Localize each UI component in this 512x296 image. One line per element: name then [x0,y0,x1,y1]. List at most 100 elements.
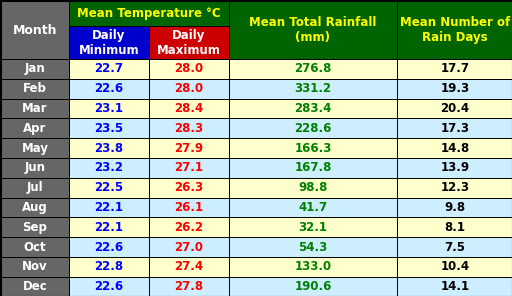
Bar [1,257,69,277]
Text: 20.4: 20.4 [440,102,470,115]
Bar [1,118,69,138]
Bar [229,59,397,79]
Bar [1,277,69,296]
Text: 19.3: 19.3 [440,82,470,95]
Bar [69,26,149,59]
Text: 27.8: 27.8 [175,280,204,293]
Text: 27.0: 27.0 [175,241,203,254]
Bar [397,217,512,237]
Text: 276.8: 276.8 [294,62,332,75]
Bar [1,59,69,79]
Text: 22.6: 22.6 [94,241,123,254]
Bar [1,138,69,158]
Bar [149,79,229,99]
Text: 23.5: 23.5 [94,122,123,135]
Bar [69,158,149,178]
Text: Nov: Nov [22,260,48,274]
Bar [69,79,149,99]
Bar [397,277,512,296]
Bar [149,217,229,237]
Text: 32.1: 32.1 [298,221,328,234]
Text: Feb: Feb [23,82,47,95]
Text: 166.3: 166.3 [294,141,332,155]
Text: 54.3: 54.3 [298,241,328,254]
Bar [229,1,397,59]
Text: Month: Month [13,23,57,36]
Bar [397,237,512,257]
Bar [69,118,149,138]
Text: 28.0: 28.0 [175,82,204,95]
Text: 98.8: 98.8 [298,181,328,194]
Bar [397,257,512,277]
Bar [149,138,229,158]
Bar [149,178,229,198]
Text: 228.6: 228.6 [294,122,332,135]
Bar [229,118,397,138]
Bar [69,198,149,217]
Bar [149,99,229,118]
Text: 13.9: 13.9 [440,161,470,174]
Text: 28.4: 28.4 [175,102,204,115]
Text: 22.6: 22.6 [94,82,123,95]
Text: Daily
Minimum: Daily Minimum [79,28,139,57]
Bar [397,158,512,178]
Bar [397,138,512,158]
Text: 22.5: 22.5 [94,181,123,194]
Bar [229,99,397,118]
Bar [149,26,229,59]
Text: Mean Temperature °C: Mean Temperature °C [77,7,221,20]
Text: Jun: Jun [25,161,46,174]
Bar [397,1,512,59]
Text: Aug: Aug [22,201,48,214]
Bar [69,217,149,237]
Bar [149,59,229,79]
Text: 133.0: 133.0 [294,260,332,274]
Bar [1,158,69,178]
Bar [1,217,69,237]
Text: 27.1: 27.1 [175,161,203,174]
Bar [1,178,69,198]
Text: 28.0: 28.0 [175,62,204,75]
Bar [69,178,149,198]
Text: Jan: Jan [25,62,46,75]
Text: May: May [22,141,49,155]
Text: 28.3: 28.3 [175,122,204,135]
Bar [1,1,69,59]
Text: Mar: Mar [22,102,48,115]
Text: 10.4: 10.4 [440,260,470,274]
Text: 17.3: 17.3 [440,122,470,135]
Bar [229,257,397,277]
Text: 27.4: 27.4 [175,260,204,274]
Bar [397,178,512,198]
Text: 7.5: 7.5 [444,241,465,254]
Bar [149,198,229,217]
Bar [397,118,512,138]
Text: 26.1: 26.1 [175,201,204,214]
Bar [69,257,149,277]
Bar [69,1,229,26]
Bar [1,237,69,257]
Bar [229,217,397,237]
Bar [149,237,229,257]
Bar [229,237,397,257]
Text: 17.7: 17.7 [440,62,470,75]
Bar [1,198,69,217]
Bar [149,118,229,138]
Text: 167.8: 167.8 [294,161,332,174]
Bar [229,138,397,158]
Text: Mean Total Rainfall
(mm): Mean Total Rainfall (mm) [249,15,377,44]
Text: Sep: Sep [23,221,48,234]
Bar [229,178,397,198]
Text: 190.6: 190.6 [294,280,332,293]
Bar [397,198,512,217]
Bar [229,277,397,296]
Text: 14.1: 14.1 [440,280,470,293]
Text: Mean Number of
Rain Days: Mean Number of Rain Days [400,15,510,44]
Bar [229,158,397,178]
Text: 331.2: 331.2 [294,82,332,95]
Text: 9.8: 9.8 [444,201,465,214]
Bar [69,99,149,118]
Text: 283.4: 283.4 [294,102,332,115]
Bar [69,59,149,79]
Text: Apr: Apr [24,122,47,135]
